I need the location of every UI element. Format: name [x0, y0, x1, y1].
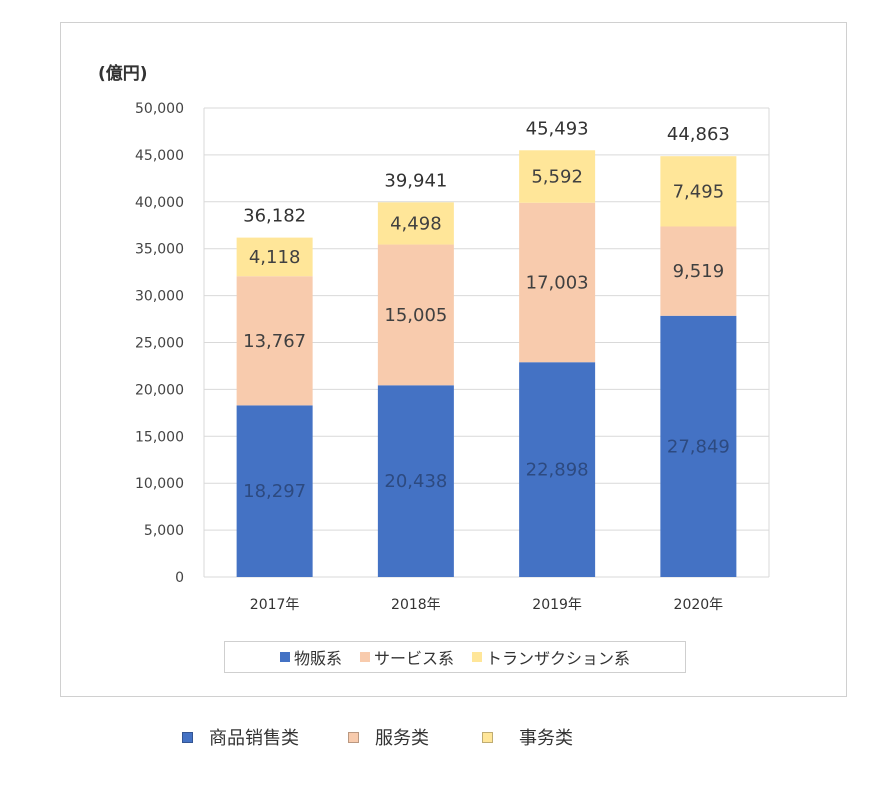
- y-unit-label: (億円): [98, 63, 148, 84]
- segment-value-label: 20,438: [384, 471, 447, 492]
- outer-legend-label: 事务类: [519, 728, 573, 749]
- y-tick-label: 35,000: [135, 242, 184, 258]
- segment-value-label: 4,498: [390, 213, 442, 234]
- segment-value-label: 22,898: [526, 460, 589, 481]
- outer-legend-label: 服务类: [375, 728, 429, 749]
- outer-legend-item-service: 服务类: [348, 724, 429, 750]
- chart-legend: 物販系 サービス系 トランザクション系: [224, 641, 686, 673]
- x-tick-label: 2018年: [391, 597, 441, 613]
- segment-value-label: 13,767: [243, 331, 306, 352]
- y-tick-label: 45,000: [135, 148, 184, 164]
- legend-swatch-blue: [279, 652, 290, 662]
- y-tick-label: 10,000: [135, 476, 184, 492]
- y-tick-label: 5,000: [144, 523, 184, 539]
- segment-value-label: 7,495: [673, 181, 725, 202]
- y-tick-label: 30,000: [135, 289, 184, 305]
- y-tick-label: 40,000: [135, 195, 184, 211]
- y-tick-label: 20,000: [135, 382, 184, 398]
- outer-legend-swatch: [482, 731, 493, 743]
- outer-legend-item-affairs: 事务类: [482, 724, 573, 750]
- y-tick-label: 25,000: [135, 336, 184, 352]
- bar-segment: [660, 156, 737, 227]
- y-tick-label: 0: [175, 570, 184, 586]
- total-value-label: 39,941: [384, 170, 447, 191]
- bar-segment: [377, 385, 454, 577]
- bar-segment: [660, 315, 737, 577]
- segment-value-label: 27,849: [667, 436, 730, 457]
- y-tick-label: 50,000: [135, 101, 184, 117]
- total-labels: 36,182 39,941 45,493 44,863: [243, 118, 730, 226]
- bar-segment: [236, 276, 313, 406]
- bar-segment: [236, 405, 313, 577]
- total-value-label: 45,493: [526, 118, 589, 139]
- segment-value-label: 18,297: [243, 481, 306, 502]
- segment-value-label: 4,118: [249, 247, 301, 268]
- total-value-label: 44,863: [667, 124, 730, 145]
- legend-item-transaction: トランザクション系: [472, 645, 630, 669]
- total-value-label: 36,182: [243, 206, 306, 227]
- outer-legend-swatch: [182, 731, 193, 743]
- outer-legend: 商品销售类 服务类 事务类: [0, 724, 888, 750]
- segment-labels: 18,297 13,767 4,118 20,438 15,005 4,498 22,898…: [243, 167, 730, 503]
- segment-value-label: 9,519: [673, 261, 725, 282]
- legend-label: 物販系: [293, 649, 342, 668]
- y-tick-label: 15,000: [135, 429, 184, 445]
- legend-item-service: サービス系: [359, 645, 454, 669]
- segment-value-label: 17,003: [526, 272, 589, 293]
- legend-swatch-yellow: [472, 652, 482, 662]
- bar-segment: [519, 202, 596, 363]
- legend-swatch-peach: [359, 652, 370, 662]
- x-tick-label: 2017年: [250, 597, 300, 613]
- segment-value-label: 5,592: [531, 167, 583, 188]
- bar-segment: [660, 226, 737, 316]
- x-tick-labels: 2017年 2018年 2019年 2020年: [250, 597, 723, 613]
- bar-segment: [519, 362, 596, 577]
- outer-legend-swatch: [348, 731, 359, 743]
- legend-item-merchandise: 物販系: [279, 645, 342, 669]
- bar-segment: [377, 202, 454, 245]
- outer-legend-item-goods: 商品销售类: [182, 724, 299, 750]
- bar-segment: [236, 237, 313, 277]
- y-tick-labels: 0 5,000 10,000 15,000 20,000 25,000 30,000 35,0…: [135, 101, 184, 586]
- outer-legend-label: 商品销售类: [209, 728, 299, 749]
- segment-value-label: 15,005: [384, 305, 447, 326]
- bar-segment: [377, 244, 454, 386]
- x-tick-label: 2020年: [674, 597, 724, 613]
- x-tick-label: 2019年: [532, 597, 582, 613]
- bar-segment: [519, 150, 596, 203]
- legend-label: サービス系: [373, 649, 454, 668]
- legend-label: トランザクション系: [486, 649, 631, 668]
- bars: [236, 150, 737, 577]
